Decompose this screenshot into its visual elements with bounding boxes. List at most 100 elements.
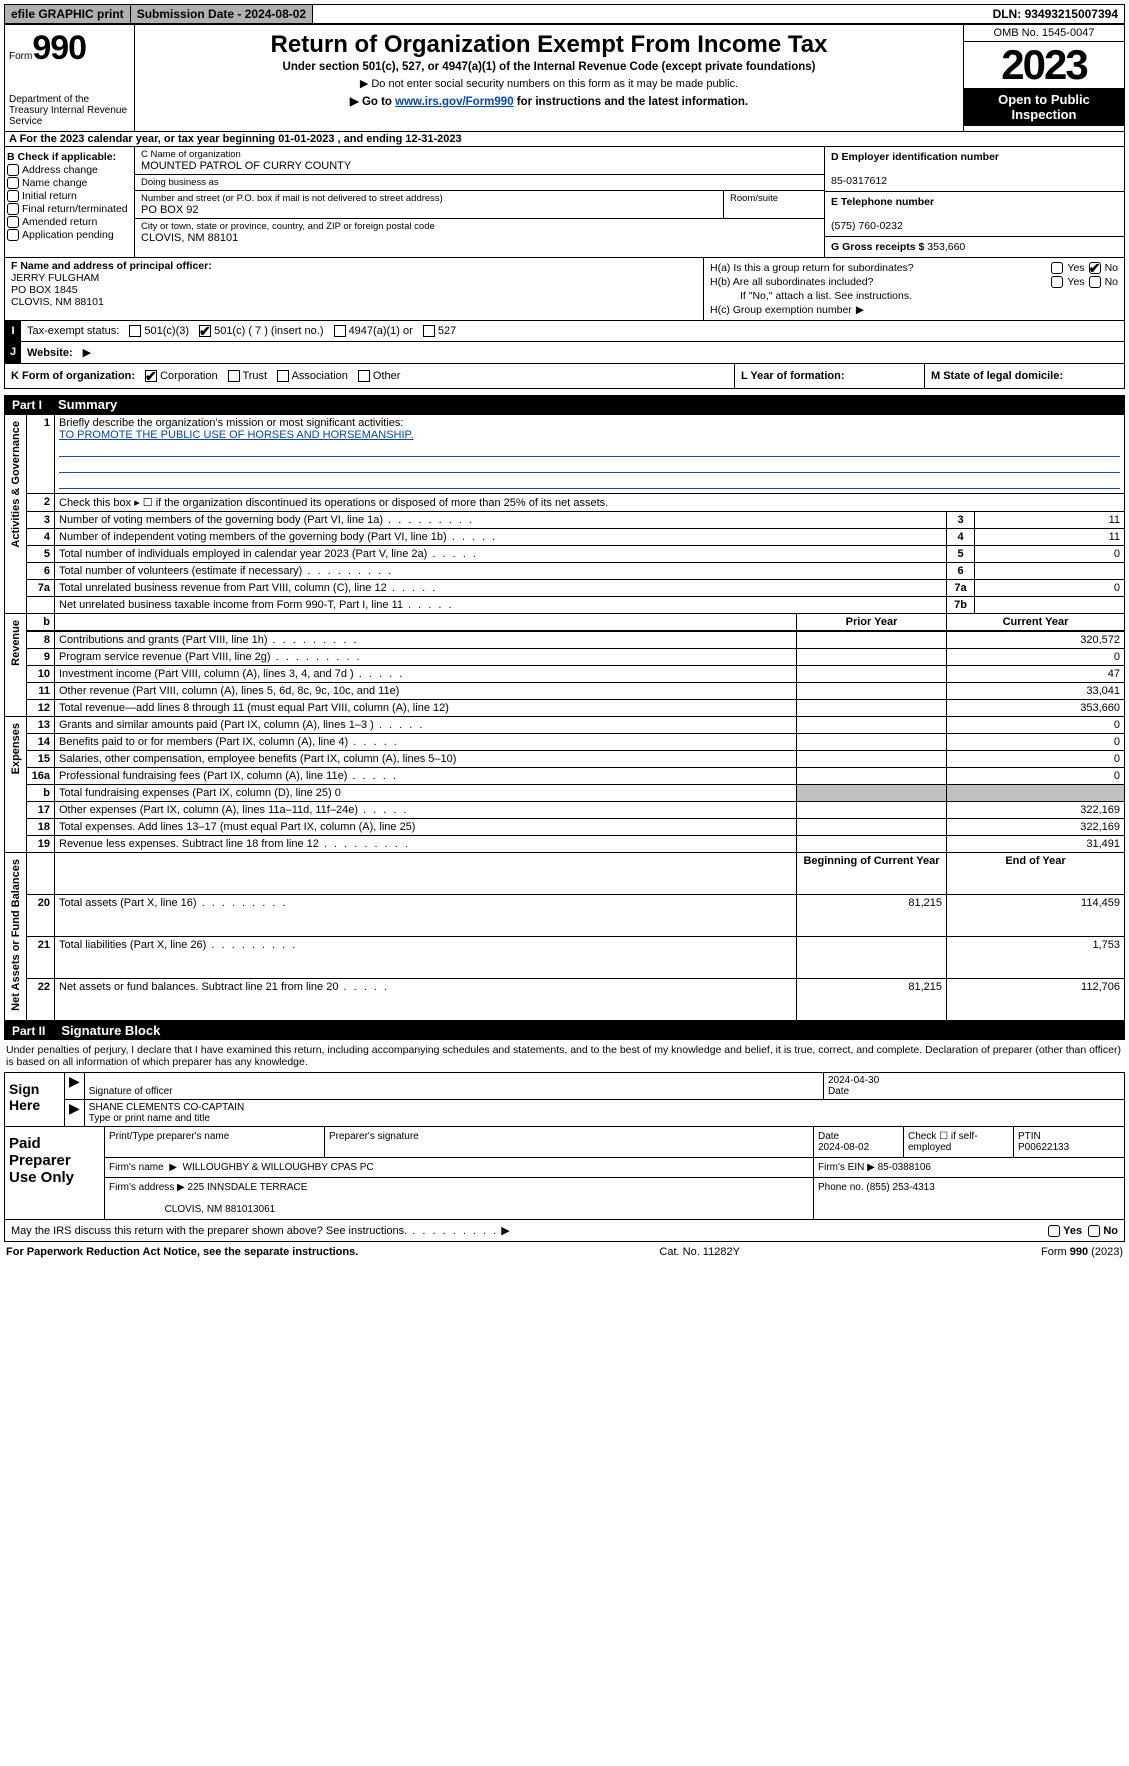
prior-val xyxy=(797,802,947,819)
perjury-declaration: Under penalties of perjury, I declare th… xyxy=(4,1040,1125,1072)
line-desc: Program service revenue (Part VIII, line… xyxy=(59,651,362,663)
sign-date-value: 2024-04-30 xyxy=(828,1075,879,1086)
omb-number: OMB No. 1545-0047 xyxy=(964,25,1124,42)
street-value: PO BOX 92 xyxy=(141,204,198,216)
label-association: Association xyxy=(292,370,348,382)
checkbox-527[interactable] xyxy=(423,325,435,337)
prep-date-value: 2024-08-02 xyxy=(818,1142,869,1153)
officer-sig-label: Signature of officer xyxy=(89,1086,173,1097)
preparer-sig-label: Preparer's signature xyxy=(329,1131,419,1142)
checkbox-application-pending[interactable] xyxy=(7,229,19,241)
label-4947a1: 4947(a)(1) or xyxy=(349,325,413,337)
line-ref: 7a xyxy=(947,580,975,597)
officer-name: JERRY FULGHAM xyxy=(11,272,99,284)
tab-net-assets: Net Assets or Fund Balances xyxy=(5,853,27,1021)
curr-val: 1,753 xyxy=(947,937,1125,979)
firm-ein-value: 85-0388106 xyxy=(878,1162,931,1173)
prior-val xyxy=(797,734,947,751)
line-desc: Total liabilities (Part X, line 26) xyxy=(59,939,297,951)
paid-preparer-label: Paid Preparer Use Only xyxy=(5,1127,105,1219)
checkbox-other[interactable] xyxy=(358,370,370,382)
self-employed-check[interactable]: Check ☐ if self-employed xyxy=(904,1127,1014,1157)
hb-no: No xyxy=(1105,276,1118,288)
line-desc: Number of voting members of the governin… xyxy=(59,514,474,526)
part-1-title: Summary xyxy=(58,397,117,412)
checkbox-4947a1[interactable] xyxy=(334,325,346,337)
line-desc: Grants and similar amounts paid (Part IX… xyxy=(59,719,424,731)
prior-val xyxy=(797,836,947,853)
dln-label: DLN: 93493215007394 xyxy=(987,5,1124,23)
prior-val xyxy=(797,751,947,768)
checkbox-name-change[interactable] xyxy=(7,177,19,189)
line-val: 0 xyxy=(975,580,1125,597)
line-num: 10 xyxy=(27,666,55,683)
k-l-m-row: K Form of organization: Corporation Trus… xyxy=(4,364,1125,389)
line-num: 8 xyxy=(27,631,55,649)
box-h: H(a) Is this a group return for subordin… xyxy=(704,258,1124,320)
curr-val: 33,041 xyxy=(947,683,1125,700)
header-mid: Return of Organization Exempt From Incom… xyxy=(135,25,964,131)
curr-val: 353,660 xyxy=(947,700,1125,717)
hb-label: H(b) Are all subordinates included? xyxy=(710,276,1047,288)
curr-val: 31,491 xyxy=(947,836,1125,853)
line-num: 12 xyxy=(27,700,55,717)
top-toolbar: efile GRAPHIC print Submission Date - 20… xyxy=(4,4,1125,25)
part-2-num: Part II xyxy=(12,1024,45,1038)
checkbox-discuss-no[interactable] xyxy=(1088,1225,1100,1237)
line-num: 11 xyxy=(27,683,55,700)
line-num: 14 xyxy=(27,734,55,751)
prior-val xyxy=(797,631,947,649)
tax-year: 2023 xyxy=(964,42,1124,88)
line-ref: 3 xyxy=(947,512,975,529)
checkbox-address-change[interactable] xyxy=(7,164,19,176)
checkbox-501c3[interactable] xyxy=(129,325,141,337)
checkbox-initial-return[interactable] xyxy=(7,190,19,202)
checkbox-hb-no[interactable] xyxy=(1089,276,1101,288)
discuss-row: May the IRS discuss this return with the… xyxy=(4,1220,1125,1242)
k-label: K Form of organization: xyxy=(11,370,135,382)
checkbox-amended-return[interactable] xyxy=(7,216,19,228)
ptin-label: PTIN xyxy=(1018,1131,1041,1142)
org-name-value: MOUNTED PATROL OF CURRY COUNTY xyxy=(141,160,818,172)
line-val: 11 xyxy=(975,529,1125,546)
firm-addr-label: Firm's address xyxy=(109,1182,174,1193)
prior-val xyxy=(797,768,947,785)
line-desc: Salaries, other compensation, employee b… xyxy=(59,753,456,765)
checkbox-ha-no[interactable] xyxy=(1089,262,1101,274)
mission-value[interactable]: TO PROMOTE THE PUBLIC USE OF HORSES AND … xyxy=(59,429,414,441)
box-f: F Name and address of principal officer:… xyxy=(5,258,704,320)
efile-print-button[interactable]: efile GRAPHIC print xyxy=(5,5,131,23)
part-2-title: Signature Block xyxy=(61,1023,160,1038)
prior-val xyxy=(797,666,947,683)
checkbox-corporation[interactable] xyxy=(145,370,157,382)
prior-val: 81,215 xyxy=(797,979,947,1021)
checkbox-final-return[interactable] xyxy=(7,203,19,215)
box-b-label: B Check if applicable: xyxy=(7,151,132,163)
line-num: 18 xyxy=(27,819,55,836)
line-desc: Other expenses (Part IX, column (A), lin… xyxy=(59,804,409,816)
mission-blank-line-3 xyxy=(59,475,1120,489)
line-num: 17 xyxy=(27,802,55,819)
checkbox-association[interactable] xyxy=(277,370,289,382)
tax-status-row: I Tax-exempt status: 501(c)(3) 501(c) ( … xyxy=(4,321,1125,342)
tab-expenses: Expenses xyxy=(5,717,27,853)
dba-label: Doing business as xyxy=(141,177,818,188)
phone-value: (575) 760-0232 xyxy=(831,220,903,232)
checkbox-hb-yes[interactable] xyxy=(1051,276,1063,288)
checkbox-trust[interactable] xyxy=(228,370,240,382)
checkbox-ha-yes[interactable] xyxy=(1051,262,1063,274)
checkbox-discuss-yes[interactable] xyxy=(1048,1225,1060,1237)
irs-form990-link[interactable]: www.irs.gov/Form990 xyxy=(395,96,513,108)
firm-name-label: Firm's name xyxy=(109,1162,164,1173)
line-desc: Professional fundraising fees (Part IX, … xyxy=(59,770,398,782)
prior-val: 81,215 xyxy=(797,895,947,937)
goto-suffix: for instructions and the latest informat… xyxy=(514,96,749,108)
j-label: J xyxy=(5,342,21,363)
label-527: 527 xyxy=(438,325,456,337)
page-footer: For Paperwork Reduction Act Notice, see … xyxy=(4,1242,1125,1262)
line-desc: Total revenue—add lines 8 through 11 (mu… xyxy=(59,702,449,714)
officer-h-block: F Name and address of principal officer:… xyxy=(4,258,1125,321)
ssn-warning: Do not enter social security numbers on … xyxy=(371,78,738,90)
i-label: I xyxy=(5,321,21,341)
checkbox-501c[interactable] xyxy=(199,325,211,337)
